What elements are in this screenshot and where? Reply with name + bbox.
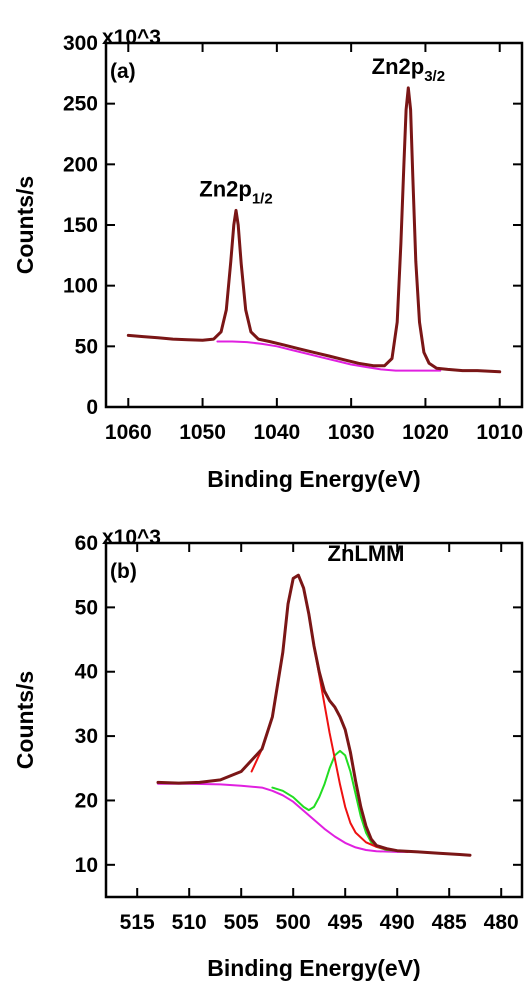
x-tick-label: 485 bbox=[432, 911, 467, 934]
peak-annotation-base: ZnLMM bbox=[328, 541, 405, 566]
peak-annotation-base: Zn2p bbox=[372, 54, 425, 79]
peak-annotation: ZnLMM bbox=[328, 541, 405, 566]
y-multiplier-label: x10^3 bbox=[102, 526, 161, 549]
y-tick-label: 10 bbox=[75, 854, 98, 877]
y-tick-label: 200 bbox=[63, 153, 98, 176]
y-tick-label: 30 bbox=[75, 725, 98, 748]
x-tick-label: 515 bbox=[120, 911, 155, 934]
y-tick-label: 100 bbox=[63, 275, 98, 298]
panel-label: (b) bbox=[110, 560, 137, 583]
y-tick-label: 300 bbox=[63, 32, 98, 55]
peak-annotation-base: Zn2p bbox=[199, 176, 252, 201]
y-axis-title: Counts/s bbox=[12, 671, 38, 769]
chart-panel-b: 515 510 505 500 495 490 485 480 10 20 30 40 50 60 Bind… bbox=[12, 526, 524, 981]
series-component2-line bbox=[271, 749, 399, 852]
x-tick-label: 480 bbox=[484, 911, 519, 934]
x-tick-label: 1030 bbox=[328, 421, 375, 444]
x-tick-label: 1010 bbox=[476, 421, 523, 444]
x-tick-label: 1040 bbox=[253, 421, 300, 444]
peak-annotation: Zn2p3/2 bbox=[372, 54, 445, 85]
x-tick-label: 510 bbox=[172, 911, 207, 934]
series-data-line bbox=[126, 86, 502, 374]
x-tick-label: 495 bbox=[328, 911, 363, 934]
y-tick-label: 20 bbox=[75, 789, 98, 812]
series-background-line bbox=[216, 340, 442, 372]
series-background-line bbox=[157, 782, 419, 853]
y-tick-label: 50 bbox=[75, 335, 98, 358]
y-tick-label: 60 bbox=[75, 532, 98, 555]
x-tick-label: 1050 bbox=[179, 421, 226, 444]
y-tick-label: 40 bbox=[75, 661, 98, 684]
series-data-line bbox=[156, 573, 472, 857]
x-tick-label: 1060 bbox=[105, 421, 152, 444]
x-tick-label: 1020 bbox=[402, 421, 449, 444]
y-tick-label: 150 bbox=[63, 214, 98, 237]
peak-annotation-subscript: 3/2 bbox=[424, 68, 445, 85]
series-component1-line bbox=[250, 574, 409, 853]
x-tick-label: 505 bbox=[224, 911, 259, 934]
panel-label: (a) bbox=[110, 60, 136, 83]
y-tick-label: 250 bbox=[63, 93, 98, 116]
x-axis-title: Binding Energy(eV) bbox=[207, 955, 420, 981]
plot-frame bbox=[104, 541, 524, 899]
chart-panel-a: 1060 1050 1040 1030 1020 1010 0 50 100 150 200 250 3… bbox=[12, 26, 524, 492]
y-tick-label: 0 bbox=[86, 396, 98, 419]
y-axis-title: Counts/s bbox=[12, 176, 38, 274]
y-multiplier-label: x10^3 bbox=[102, 26, 161, 49]
x-axis-title: Binding Energy(eV) bbox=[207, 466, 420, 492]
x-tick-label: 490 bbox=[380, 911, 415, 934]
peak-annotation: Zn2p1/2 bbox=[199, 176, 272, 207]
peak-annotation-subscript: 1/2 bbox=[252, 190, 273, 207]
x-tick-label: 500 bbox=[276, 911, 311, 934]
y-tick-label: 50 bbox=[75, 596, 98, 619]
